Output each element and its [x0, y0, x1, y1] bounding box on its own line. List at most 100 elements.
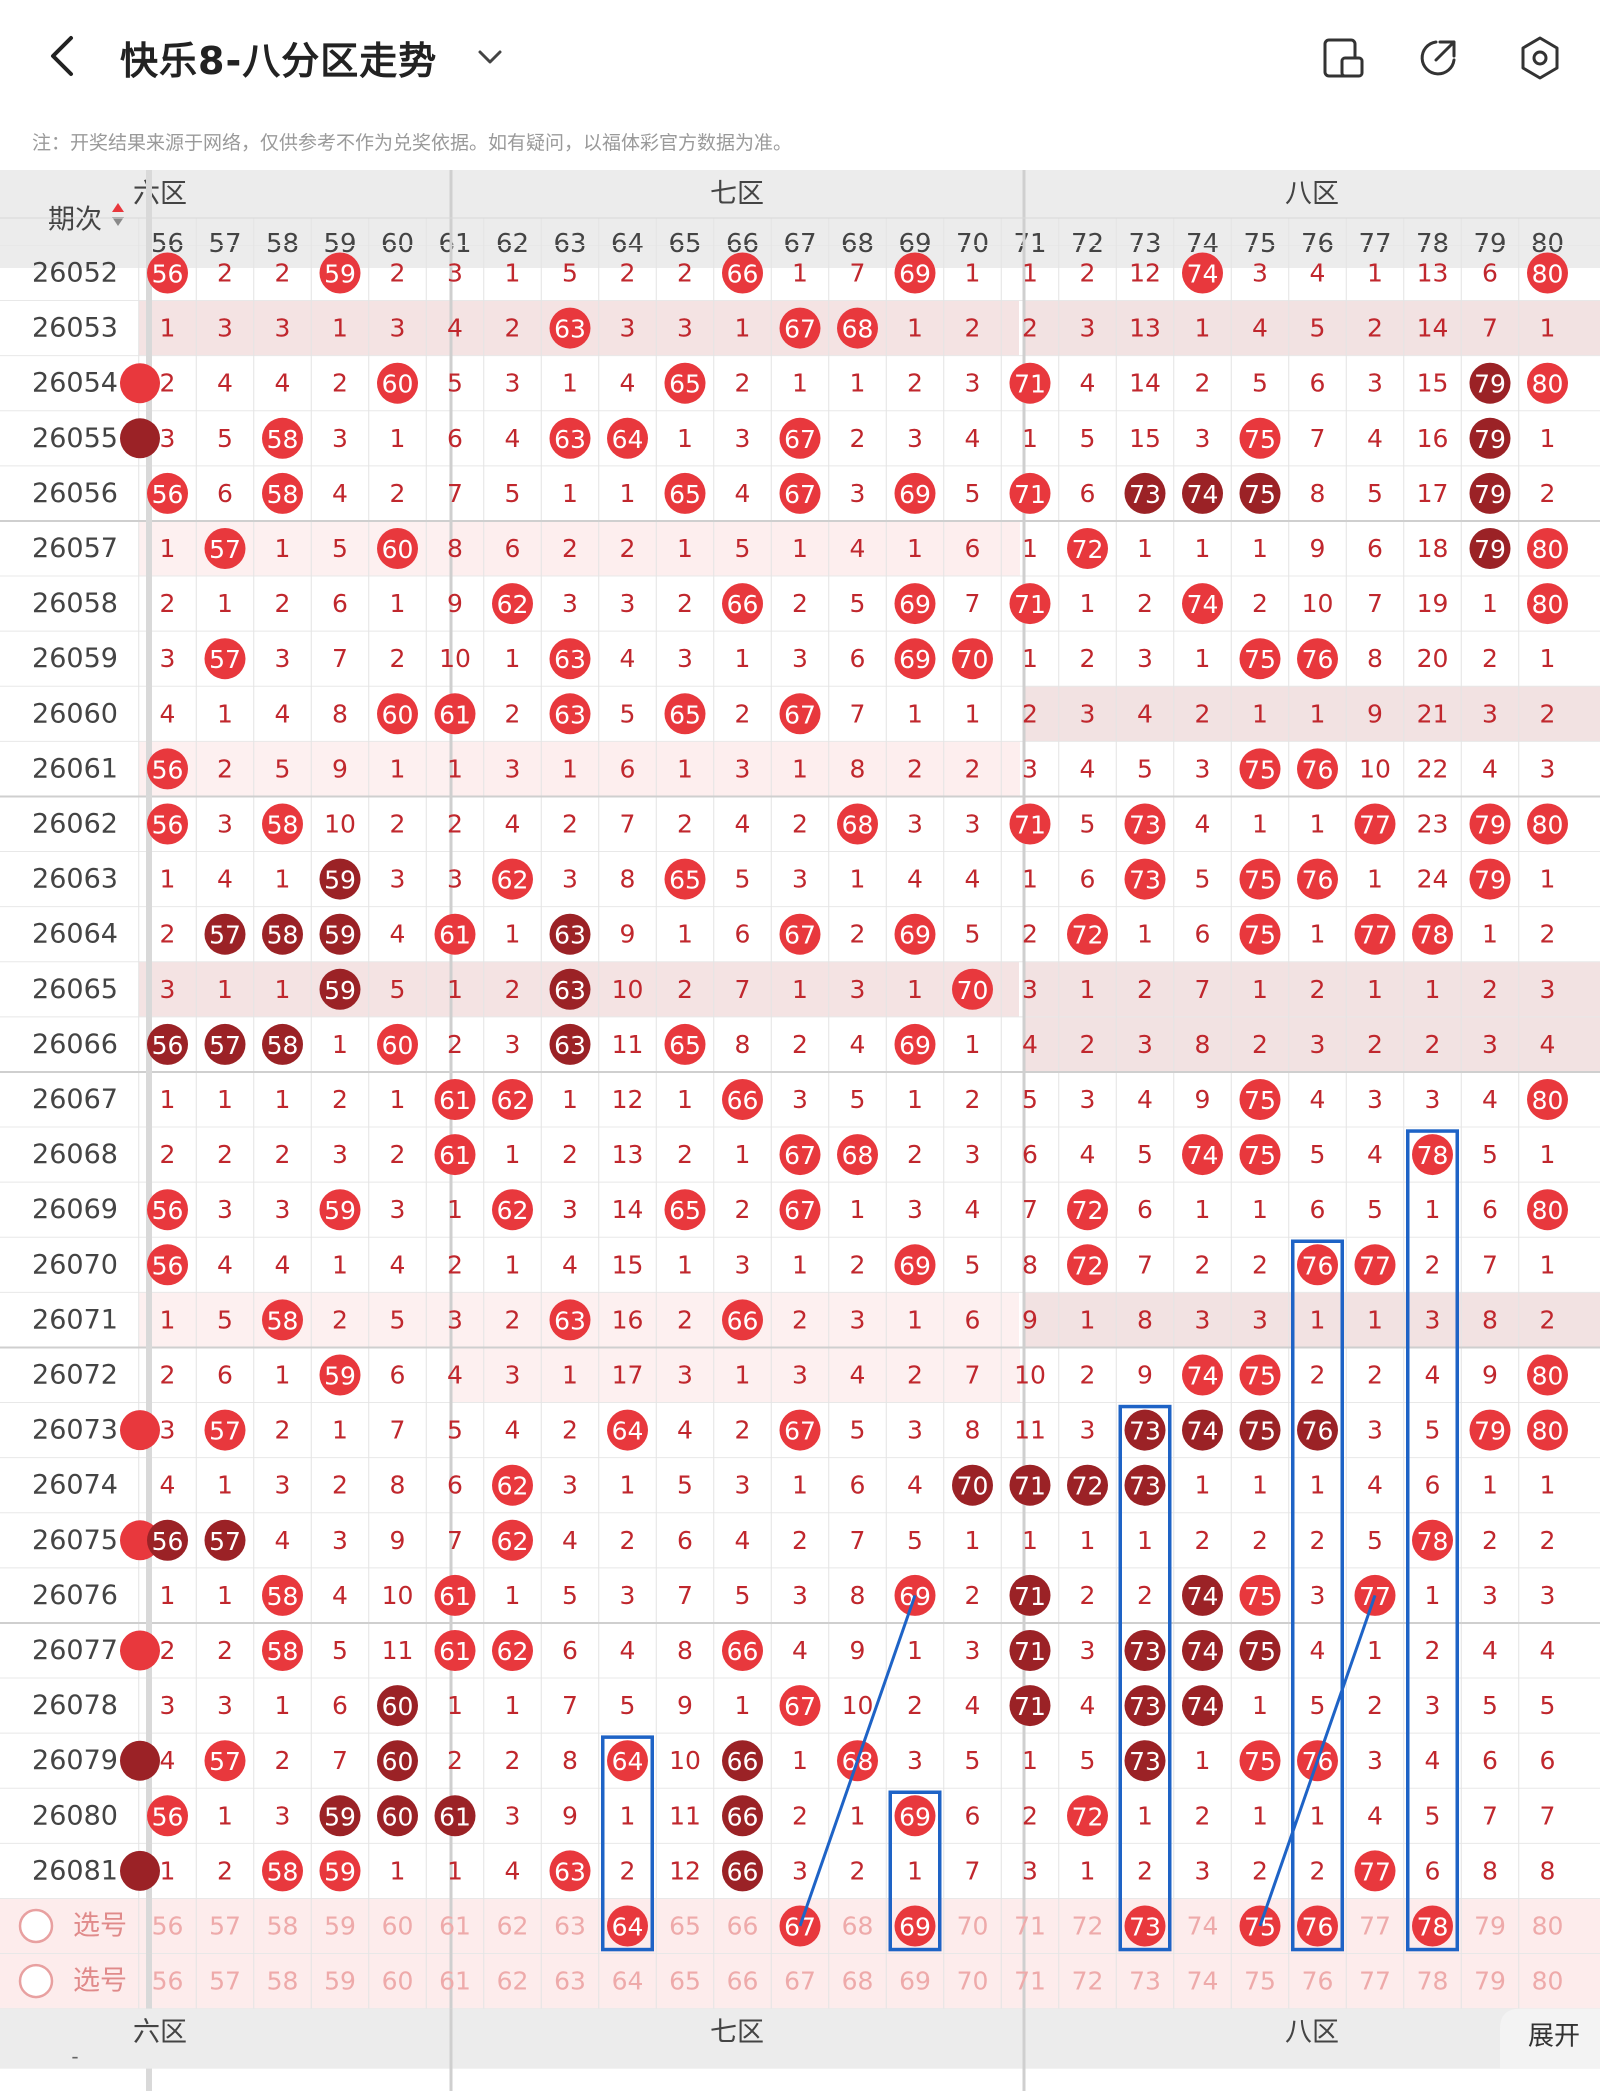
ball-65[interactable] [664, 1189, 706, 1231]
ball-72[interactable] [1067, 1189, 1108, 1231]
ball-58[interactable] [262, 913, 303, 955]
ball-57[interactable] [204, 528, 246, 569]
sort-down-icon[interactable] [112, 217, 124, 226]
settings-icon[interactable] [1516, 34, 1564, 82]
ball-64[interactable] [607, 1740, 648, 1782]
ball-74[interactable] [1182, 1409, 1223, 1451]
ball-76[interactable] [1297, 748, 1338, 790]
sort-up-icon[interactable] [112, 203, 124, 212]
ball-74[interactable] [1182, 1134, 1223, 1176]
ball-63[interactable] [549, 638, 591, 680]
ball-79[interactable] [1469, 858, 1511, 900]
ball-71[interactable] [1009, 362, 1051, 404]
ball-60[interactable] [377, 693, 418, 735]
ball-79[interactable] [1469, 1409, 1511, 1451]
ball-71[interactable] [1009, 472, 1051, 514]
ball-79[interactable] [1469, 417, 1511, 459]
ball-61[interactable] [434, 1574, 476, 1616]
ball-74[interactable] [1182, 583, 1223, 625]
ball-66[interactable] [722, 252, 763, 294]
ball-69[interactable] [894, 583, 936, 625]
ball-61[interactable] [434, 1795, 476, 1837]
ball-80[interactable] [1527, 803, 1568, 845]
ball-66[interactable] [722, 1630, 763, 1671]
ball-75[interactable] [1239, 1630, 1281, 1671]
ball-71[interactable] [1009, 1685, 1051, 1727]
select-radio[interactable] [18, 1963, 54, 1999]
ball-63[interactable] [549, 307, 591, 349]
ball-74[interactable] [1182, 1354, 1223, 1396]
ball-76[interactable] [1297, 1409, 1338, 1451]
ball-59[interactable] [319, 252, 361, 294]
ball-73[interactable] [1124, 803, 1166, 845]
ball-57[interactable] [204, 1409, 246, 1451]
ball-79[interactable] [1469, 362, 1511, 404]
ball-57[interactable] [204, 638, 246, 680]
ball-56[interactable] [147, 472, 188, 514]
ball-56[interactable] [147, 1795, 188, 1837]
ball-62[interactable] [492, 583, 533, 625]
ball-67[interactable] [779, 417, 821, 459]
ball-75[interactable] [1239, 1079, 1281, 1120]
ball-69[interactable] [894, 472, 936, 514]
ball-80[interactable] [1527, 1079, 1568, 1120]
ball-73[interactable] [1124, 1685, 1166, 1727]
ball-58[interactable] [262, 1023, 303, 1065]
ball-71[interactable] [1009, 803, 1051, 845]
ball-77[interactable] [1354, 803, 1396, 845]
ball-56[interactable] [147, 1189, 188, 1231]
ball-65[interactable] [664, 472, 706, 514]
ball-66[interactable] [722, 583, 763, 625]
ball-56[interactable] [147, 252, 188, 294]
ball-66[interactable] [722, 1079, 763, 1120]
ball-75[interactable] [1239, 1574, 1281, 1616]
ball-59[interactable] [319, 1189, 361, 1231]
ball-75[interactable] [1239, 1740, 1281, 1782]
ball-58[interactable] [262, 803, 303, 845]
ball-75[interactable] [1239, 472, 1281, 514]
ball-63[interactable] [549, 417, 591, 459]
ball-69[interactable] [894, 252, 936, 294]
ball-59[interactable] [319, 1795, 361, 1837]
ball-66[interactable] [722, 1299, 763, 1341]
ball-62[interactable] [492, 1189, 533, 1231]
ball-67[interactable] [779, 1134, 821, 1176]
ball-70[interactable] [952, 968, 993, 1010]
ball-67[interactable] [779, 472, 821, 514]
ball-79[interactable] [1469, 528, 1511, 569]
ball-63[interactable] [549, 693, 591, 735]
ball-80[interactable] [1527, 362, 1568, 404]
ball-63[interactable] [549, 968, 591, 1010]
page-title[interactable]: 快乐8-八分区走势 [120, 39, 438, 83]
ball-72[interactable] [1067, 528, 1108, 569]
ball-58[interactable] [262, 1299, 303, 1341]
share-icon[interactable] [1414, 34, 1462, 82]
ball-80[interactable] [1527, 528, 1568, 569]
ball-64[interactable] [607, 417, 648, 459]
ball-61[interactable] [434, 693, 476, 735]
ball-75[interactable] [1239, 1134, 1281, 1176]
ball-69[interactable] [894, 1023, 936, 1065]
ball-60[interactable] [377, 1685, 418, 1727]
ball-69[interactable] [894, 638, 936, 680]
ball-69[interactable] [894, 1795, 936, 1837]
ball-65[interactable] [664, 362, 706, 404]
ball-63[interactable] [549, 1023, 591, 1065]
screen-toggle-icon[interactable] [1320, 34, 1368, 82]
ball-60[interactable] [377, 1795, 418, 1837]
selected-ball-73[interactable] [1124, 1905, 1166, 1947]
ball-61[interactable] [434, 1134, 476, 1176]
ball-78[interactable] [1412, 1134, 1453, 1176]
ball-60[interactable] [377, 528, 418, 569]
ball-80[interactable] [1527, 1354, 1568, 1396]
ball-67[interactable] [779, 1685, 821, 1727]
ball-58[interactable] [262, 472, 303, 514]
ball-64[interactable] [607, 1409, 648, 1451]
ball-57[interactable] [204, 913, 246, 955]
ball-72[interactable] [1067, 1244, 1108, 1286]
ball-62[interactable] [492, 1464, 533, 1506]
ball-75[interactable] [1239, 1409, 1281, 1451]
ball-57[interactable] [204, 1023, 246, 1065]
selected-ball-64[interactable] [607, 1905, 648, 1947]
